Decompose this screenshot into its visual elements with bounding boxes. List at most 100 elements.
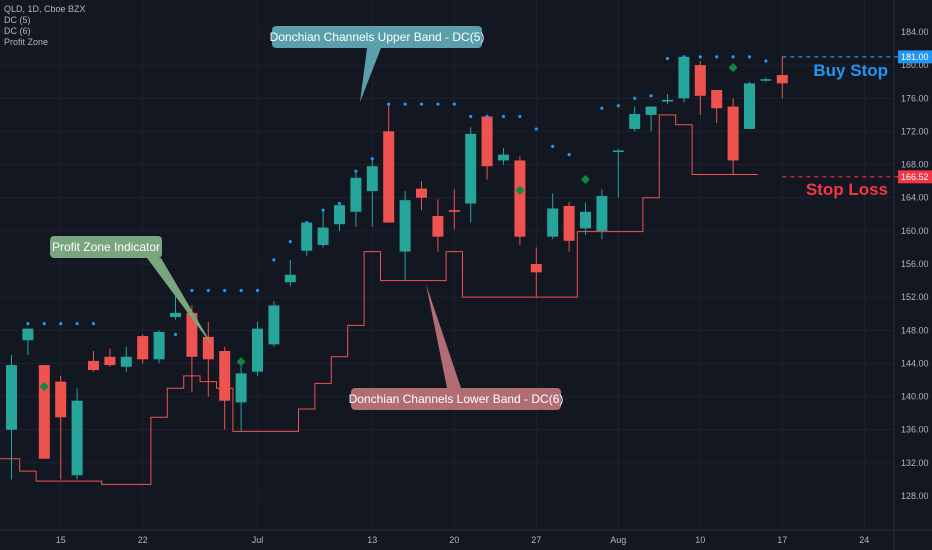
price-tick-label: 156.00	[901, 259, 929, 269]
profit-zone-markers	[39, 63, 738, 392]
candle[interactable]	[530, 247, 542, 298]
candle[interactable]	[580, 202, 591, 235]
candle[interactable]	[612, 148, 624, 198]
upper-band-dot	[534, 127, 538, 131]
candle[interactable]	[350, 172, 362, 227]
candle[interactable]	[383, 104, 395, 223]
upper-band-dot	[764, 59, 768, 63]
candle[interactable]	[153, 330, 165, 364]
candle[interactable]	[120, 346, 132, 372]
candle[interactable]	[137, 334, 149, 364]
candle[interactable]	[694, 61, 706, 115]
price-tick-label: 176.00	[901, 93, 929, 103]
time-axis[interactable]: 1522Jul132027Aug10172431	[0, 529, 932, 545]
candle[interactable]	[235, 361, 247, 432]
upper-band-dot	[173, 332, 178, 337]
candle-body	[514, 160, 526, 237]
candle[interactable]	[448, 189, 460, 230]
candle[interactable]	[678, 56, 690, 103]
candle[interactable]	[727, 98, 739, 175]
price-tick-label: 140.00	[901, 392, 929, 402]
candle[interactable]	[662, 94, 673, 105]
legend-indicator-profit-zone[interactable]: Profit Zone	[4, 37, 49, 47]
time-tick-label: 10	[695, 535, 705, 545]
candle[interactable]	[481, 114, 493, 180]
candles-layer[interactable]	[6, 56, 788, 480]
candle-body	[22, 328, 34, 341]
upper-band-dot	[321, 208, 325, 212]
candle[interactable]	[104, 348, 116, 367]
upper-band-dot	[600, 106, 604, 110]
candle-body	[744, 83, 755, 129]
candle[interactable]	[465, 127, 477, 223]
upper-band-dot	[75, 322, 79, 326]
candle-body	[71, 400, 83, 476]
candle[interactable]	[366, 157, 378, 227]
candle[interactable]	[38, 365, 50, 459]
candle[interactable]	[6, 355, 17, 480]
time-tick-label: 24	[859, 535, 869, 545]
candle[interactable]	[514, 156, 526, 245]
candle[interactable]	[744, 81, 755, 129]
candle-body	[235, 373, 247, 403]
candle[interactable]	[301, 222, 313, 256]
candle[interactable]	[55, 375, 67, 480]
candle[interactable]	[776, 56, 788, 99]
legend-indicator-dc6[interactable]: DC (6)	[4, 26, 31, 36]
upper-band-dot	[26, 322, 30, 326]
candle[interactable]	[252, 322, 263, 376]
candle[interactable]	[399, 191, 411, 281]
candle[interactable]	[71, 388, 83, 480]
chart-legend: QLD, 1D, Cboe BZX DC (5) DC (6) Profit Z…	[4, 4, 86, 48]
lower-band-path	[0, 114, 758, 485]
upper-band-dot	[436, 102, 440, 106]
candle[interactable]	[202, 322, 214, 397]
candle-body	[186, 312, 198, 357]
candle-body	[580, 211, 591, 229]
candle[interactable]	[547, 193, 559, 240]
candle[interactable]	[416, 181, 427, 211]
stop-loss-price-tag: 166.52	[898, 170, 932, 184]
candle[interactable]	[498, 148, 509, 165]
candle[interactable]	[629, 106, 641, 132]
candle-body	[432, 215, 444, 237]
upper-band-dot	[747, 55, 752, 59]
candle[interactable]	[334, 205, 345, 231]
candle-body	[6, 365, 17, 430]
upper-band-callout-box	[272, 26, 482, 48]
candle[interactable]	[432, 199, 444, 252]
candle[interactable]	[88, 351, 99, 372]
price-tick-label: 180.00	[901, 60, 929, 70]
candle[interactable]	[186, 305, 198, 393]
upper-band-dot	[551, 144, 555, 148]
profit-zone-diamond	[236, 357, 246, 367]
upper-band-dot	[354, 169, 358, 173]
candle[interactable]	[268, 301, 280, 347]
candle-body	[448, 210, 460, 212]
time-tick-label: 15	[56, 535, 66, 545]
candle[interactable]	[22, 328, 34, 356]
candle-body	[711, 90, 723, 109]
candle[interactable]	[563, 201, 575, 252]
candle[interactable]	[596, 189, 608, 240]
candle[interactable]	[711, 90, 723, 124]
legend-indicator-dc5[interactable]: DC (5)	[4, 15, 31, 25]
lower-band-callout-box	[351, 388, 561, 410]
upper-band-dot	[91, 322, 96, 326]
candle[interactable]	[219, 346, 231, 430]
legend-symbol[interactable]: QLD, 1D, Cboe BZX	[4, 4, 86, 14]
profit-zone-diamond	[515, 185, 525, 195]
buy-stop-tag-text: 181.00	[901, 52, 929, 62]
candle-body	[530, 264, 542, 273]
upper-band-callout-pointer	[360, 48, 381, 102]
candle[interactable]	[284, 259, 296, 287]
price-tick-label: 128.00	[901, 491, 929, 501]
price-axis[interactable]: 128.00 132.00 136.00 140.00 144.00 148.00 152.…	[893, 0, 929, 550]
candle[interactable]	[760, 77, 772, 82]
candle[interactable]	[645, 106, 657, 132]
candle[interactable]	[317, 210, 329, 248]
profit-zone-callout-pointer	[147, 258, 214, 348]
upper-band-dot	[501, 114, 506, 119]
upper-band-dot	[567, 153, 571, 157]
